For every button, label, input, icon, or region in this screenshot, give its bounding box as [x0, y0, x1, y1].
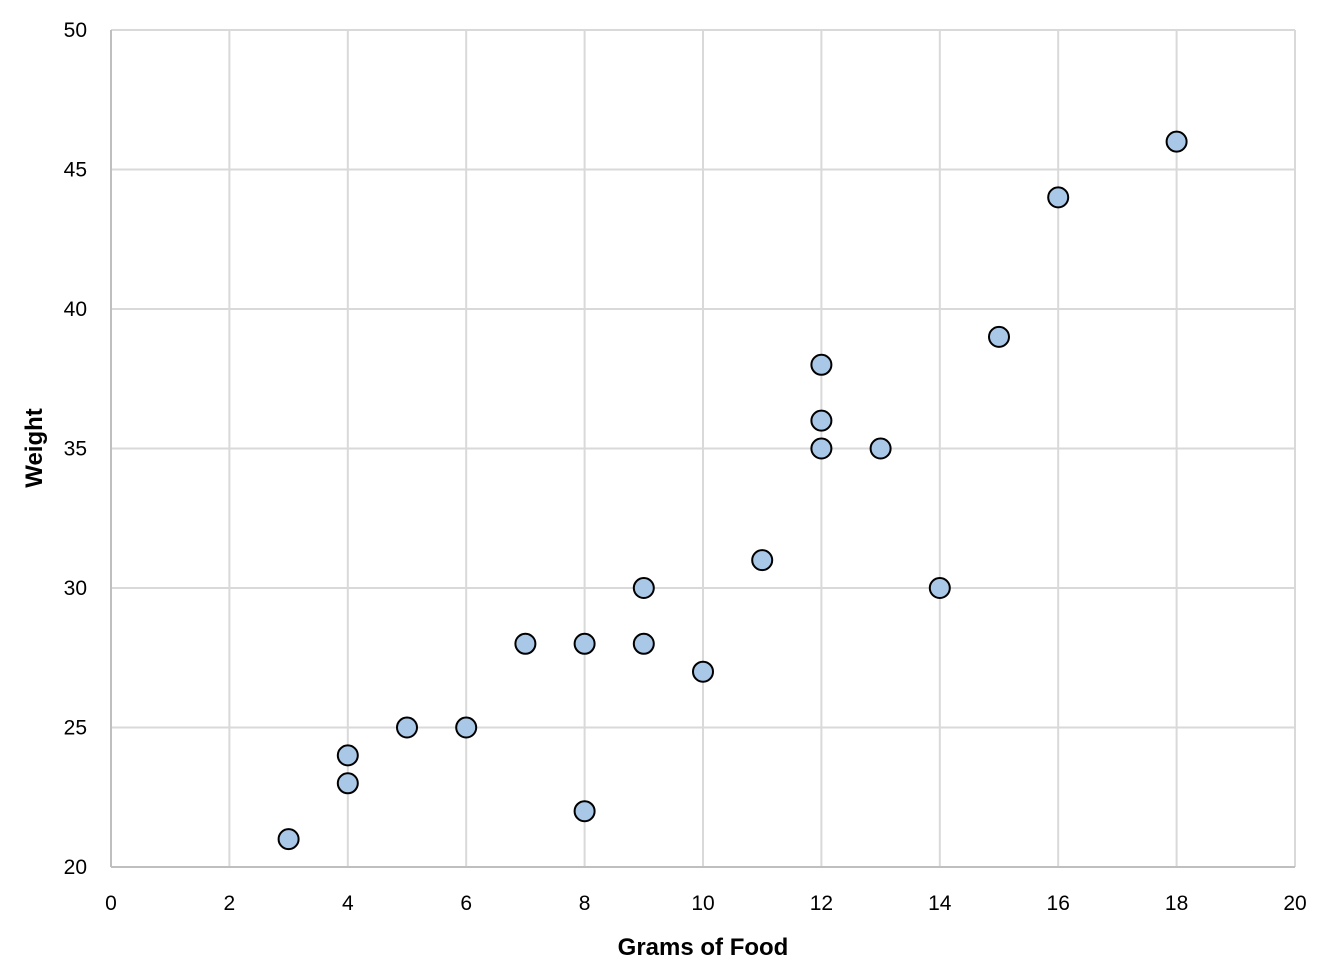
- x-tick-label: 4: [342, 892, 354, 915]
- data-point: [336, 744, 359, 767]
- data-point: [869, 437, 892, 460]
- data-point: [573, 800, 596, 823]
- x-tick-label: 16: [1047, 892, 1070, 915]
- y-tick-label: 30: [64, 577, 87, 600]
- data-points: [277, 130, 1188, 851]
- x-axis-title: Grams of Food: [618, 934, 789, 961]
- data-point: [810, 437, 833, 460]
- data-point: [751, 549, 774, 572]
- grid-layer: [111, 29, 1296, 867]
- data-point: [692, 660, 714, 683]
- x-tick-label: 14: [928, 892, 952, 915]
- data-point: [810, 353, 833, 376]
- data-point: [396, 716, 418, 739]
- x-tick-labels: 0 2 4 6 8 10 12 14 16 18 20: [105, 892, 1307, 915]
- y-tick-label: 35: [64, 438, 87, 461]
- y-tick-label: 40: [64, 298, 87, 321]
- data-point: [573, 632, 596, 655]
- x-tick-label: 12: [810, 892, 833, 915]
- x-tick-label: 0: [105, 892, 117, 915]
- data-point: [988, 325, 1010, 348]
- y-tick-label: 25: [64, 717, 87, 740]
- data-point: [336, 772, 359, 795]
- data-point: [632, 577, 655, 599]
- y-tick-labels: 20 25 30 35 40 45 50: [64, 19, 87, 879]
- x-tick-label: 2: [224, 892, 236, 915]
- y-tick-label: 20: [64, 856, 87, 879]
- axis-layer: [110, 30, 1295, 868]
- y-tick-label: 50: [64, 19, 87, 42]
- y-axis-title: Weight: [21, 408, 48, 488]
- data-point: [1047, 186, 1070, 209]
- x-tick-label: 8: [579, 892, 591, 915]
- data-point: [514, 632, 537, 655]
- x-tick-label: 20: [1283, 892, 1306, 915]
- data-point: [810, 409, 833, 432]
- data-point: [277, 828, 300, 851]
- data-point: [632, 632, 655, 655]
- y-tick-label: 45: [64, 159, 87, 182]
- data-point: [1165, 130, 1188, 153]
- x-tick-label: 6: [460, 892, 472, 915]
- x-tick-label: 10: [691, 892, 714, 915]
- data-point: [455, 716, 478, 739]
- x-tick-label: 18: [1165, 892, 1188, 915]
- data-point: [928, 577, 951, 599]
